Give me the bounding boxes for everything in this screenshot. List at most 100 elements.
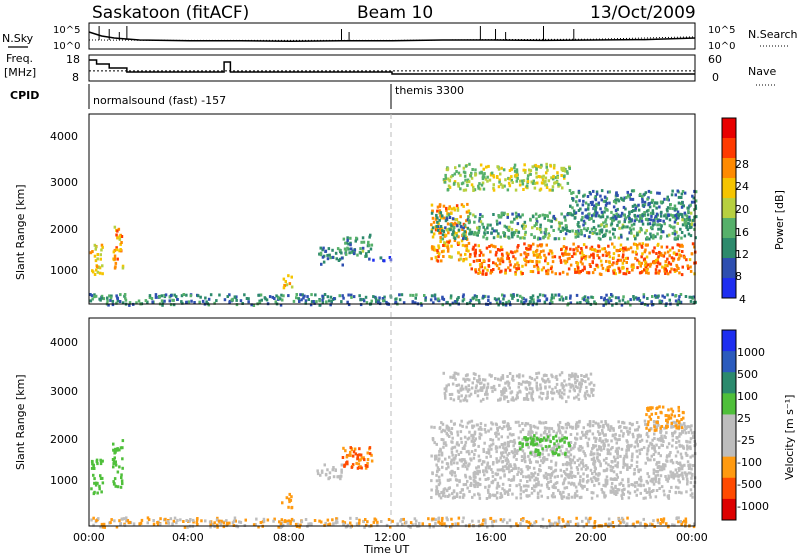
heatmap-cell (448, 205, 451, 209)
heatmap-cell (454, 522, 457, 526)
heatmap-cell (654, 450, 657, 454)
heatmap-cell (487, 264, 490, 267)
heatmap-cell (580, 374, 583, 377)
heatmap-cell (575, 200, 578, 204)
heatmap-cell (457, 251, 460, 255)
heatmap-cell (617, 517, 620, 521)
heatmap-cell (565, 436, 568, 440)
heatmap-cell (569, 520, 572, 524)
heatmap-cell (678, 432, 682, 436)
heatmap-cell (623, 454, 626, 458)
heatmap-cell (514, 211, 518, 215)
heatmap-cell (582, 426, 585, 430)
heatmap-cell (118, 300, 122, 303)
heatmap-cell (123, 523, 127, 527)
heatmap-cell (295, 296, 298, 300)
heatmap-cell (446, 245, 449, 249)
heatmap-cell (478, 227, 481, 230)
heatmap-cell (594, 440, 597, 443)
heatmap-cell (639, 226, 642, 230)
heatmap-cell (539, 387, 542, 391)
heatmap-cell (678, 420, 681, 424)
heatmap-cell (593, 436, 596, 440)
heatmap-cell (643, 525, 647, 529)
heatmap-cell (462, 297, 466, 301)
heatmap-cell (369, 233, 372, 237)
heatmap-cell (452, 457, 456, 461)
heatmap-cell (332, 475, 336, 479)
heatmap-cell (391, 519, 394, 523)
heatmap-cell (635, 465, 639, 468)
heatmap-cell (593, 207, 596, 210)
heatmap-cell (539, 165, 542, 169)
heatmap-cell (476, 481, 480, 485)
heatmap-cell (657, 227, 660, 231)
heatmap-cell (500, 435, 503, 439)
heatmap-cell (432, 246, 436, 250)
heatmap-cell (349, 236, 352, 240)
heatmap-cell (678, 473, 681, 477)
heatmap-cell (687, 464, 690, 467)
heatmap-cell (548, 444, 551, 448)
heatmap-cell (493, 297, 497, 301)
heatmap-cell (636, 297, 639, 301)
heatmap-cell (541, 377, 544, 381)
heatmap-cell (541, 175, 544, 179)
heatmap-cell (530, 377, 534, 380)
heatmap-cell (509, 220, 513, 224)
heatmap-cell (118, 465, 121, 469)
heatmap-cell (693, 227, 696, 231)
heatmap-cell (532, 484, 536, 488)
heatmap-cell (648, 237, 651, 241)
heatmap-cell (601, 431, 604, 435)
heatmap-cell (543, 457, 547, 461)
heatmap-cell (593, 470, 596, 473)
power-cbar-tick-20: 20 (735, 203, 749, 216)
heatmap-cell (545, 165, 548, 169)
heatmap-cell (653, 201, 657, 205)
heatmap-cell (462, 516, 465, 520)
heatmap-cell (115, 248, 119, 252)
heatmap-cell (671, 409, 675, 413)
heatmap-cell (601, 490, 604, 494)
heatmap-cell (525, 395, 529, 399)
heatmap-cell (506, 254, 510, 258)
heatmap-cell (498, 248, 501, 252)
heatmap-cell (594, 421, 597, 425)
heatmap-cell (694, 261, 697, 265)
heatmap-cell (605, 254, 608, 258)
heatmap-cell (606, 208, 609, 212)
heatmap-cell (97, 265, 101, 269)
heatmap-cell (430, 211, 434, 215)
heatmap-cell (635, 440, 638, 444)
heatmap-cell (510, 233, 514, 237)
heatmap-cell (482, 450, 485, 453)
heatmap-cell (550, 293, 554, 297)
heatmap-cell (552, 391, 556, 395)
heatmap-cell (584, 396, 587, 400)
heatmap-cell (664, 267, 667, 271)
heatmap-cell (513, 250, 517, 254)
heatmap-cell (412, 293, 415, 297)
heatmap-cell (590, 390, 593, 394)
heatmap-cell (344, 525, 348, 529)
heatmap-cell (231, 521, 235, 525)
heatmap-cell (662, 489, 666, 493)
heatmap-cell (472, 475, 476, 478)
heatmap-cell (634, 208, 637, 212)
heatmap-cell (115, 233, 118, 237)
heatmap-cell (609, 425, 613, 429)
heatmap-cell (643, 419, 647, 423)
colorbar-swatch (722, 435, 736, 458)
heatmap-cell (566, 257, 570, 261)
heatmap-cell (540, 163, 543, 167)
heatmap-cell (151, 300, 154, 304)
heatmap-cell (527, 244, 531, 248)
heatmap-cell (526, 442, 529, 446)
heatmap-cell (433, 248, 437, 252)
heatmap-cell (653, 222, 656, 226)
heatmap-cell (585, 374, 588, 378)
heatmap-cell (536, 437, 539, 441)
heatmap-cell (645, 268, 649, 272)
heatmap-cell (279, 297, 282, 301)
